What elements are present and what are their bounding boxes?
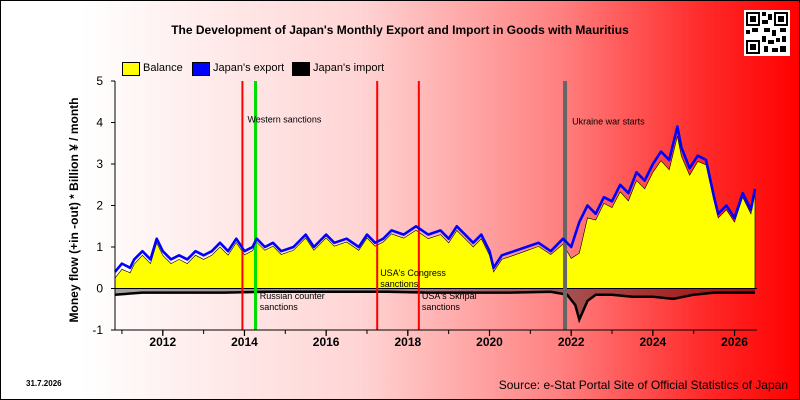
y-tick-label-4: 3 <box>96 157 103 171</box>
y-axis-label: Money flow (+in -out) * Billion ¥ / mont… <box>67 97 81 323</box>
date-stamp: 31.7.2026 <box>26 379 62 388</box>
source-credit: Source: e-Stat Portal Site of Official S… <box>498 378 788 392</box>
y-tick-label-0: -1 <box>92 323 103 337</box>
export-line <box>114 125 757 273</box>
x-tick-label-1: 2014 <box>231 335 258 349</box>
legend-label-export: Japan's export <box>213 62 285 74</box>
annotation-text-4: Ukraine war starts <box>572 117 645 127</box>
y-tick-label-3: 2 <box>96 199 103 213</box>
import-line <box>114 290 755 324</box>
legend-swatch-import <box>292 62 310 76</box>
x-tick-label-4: 2020 <box>476 335 503 349</box>
legend-label-balance: Balance <box>143 62 183 74</box>
y-tick-label-5: 4 <box>96 116 103 130</box>
annotation-text-0: Western sanctions <box>247 115 321 125</box>
y-tick-label-6: 5 <box>96 74 103 88</box>
chart-title: The Development of Japan's Monthly Expor… <box>171 23 629 37</box>
legend-label-import: Japan's import <box>313 62 385 74</box>
x-tick-label-2: 2016 <box>313 335 340 349</box>
legend-swatch-balance <box>122 62 140 76</box>
balance-area <box>114 136 756 289</box>
legend-swatch-export <box>192 62 210 76</box>
annotation-text-1: Russian counter sanctions <box>260 291 325 312</box>
y-tick-label-1: 0 <box>96 282 103 296</box>
x-tick-label-3: 2018 <box>394 335 421 349</box>
annotation-text-2: USA's Congress sanctions <box>380 268 446 289</box>
x-tick-label-5: 2022 <box>558 335 585 349</box>
y-tick-label-2: 1 <box>96 240 103 254</box>
x-tick-label-0: 2012 <box>149 335 176 349</box>
x-tick-label-6: 2024 <box>640 335 667 349</box>
annotation-text-3: USA's Skripal sanctions <box>422 291 477 312</box>
qr-code-icon <box>744 10 790 56</box>
x-tick-label-7: 2026 <box>721 335 748 349</box>
